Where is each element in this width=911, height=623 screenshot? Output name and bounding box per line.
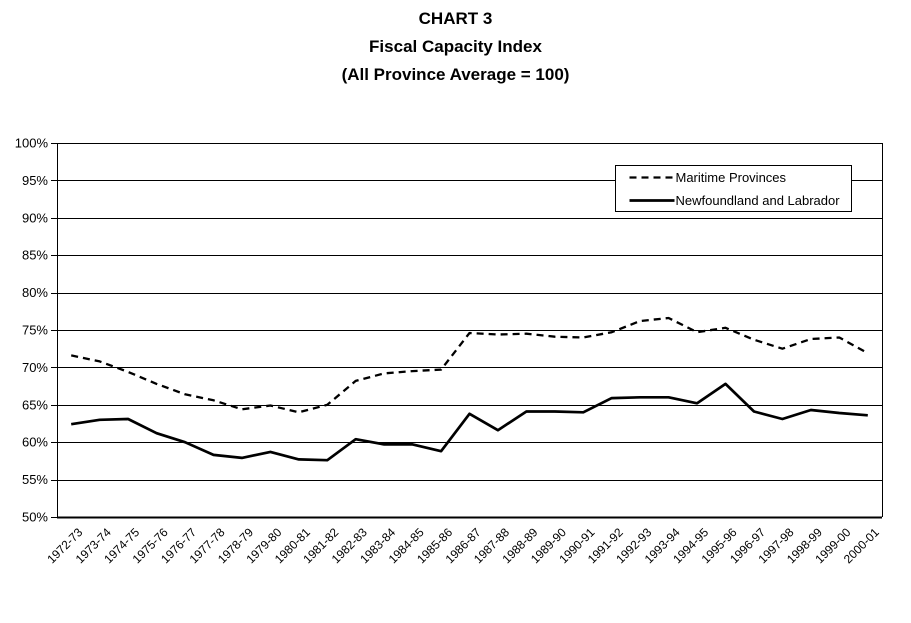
series-line-maritime-provinces: [70, 316, 869, 414]
y-tick-label: 80%: [22, 285, 48, 300]
y-tick-label: 90%: [22, 210, 48, 225]
chart-title-block: CHART 3 Fiscal Capacity Index (All Provi…: [0, 5, 911, 89]
y-tick-label: 75%: [22, 323, 48, 338]
series-line-newfoundland-and-labrador: [70, 382, 868, 462]
y-tick-label: 65%: [22, 397, 48, 412]
y-tick-label: 85%: [22, 248, 48, 263]
y-tick-label: 70%: [22, 360, 48, 375]
legend-label-newfoundland-and-labrador: Newfoundland and Labrador: [676, 193, 841, 208]
y-tick-label: 100%: [15, 136, 49, 151]
chart-title-line-3: (All Province Average = 100): [341, 65, 570, 84]
legend-box: [615, 165, 852, 212]
y-tick-label: 55%: [22, 472, 48, 487]
chart-title-line-2: Fiscal Capacity Index: [369, 37, 542, 56]
legend-label-maritime-provinces: Maritime Provinces: [676, 170, 787, 185]
y-tick-label: 95%: [22, 173, 48, 188]
y-tick-label: 60%: [22, 435, 48, 450]
y-tick-label: 50%: [22, 510, 48, 525]
chart-title-line-1: CHART 3: [418, 9, 493, 28]
